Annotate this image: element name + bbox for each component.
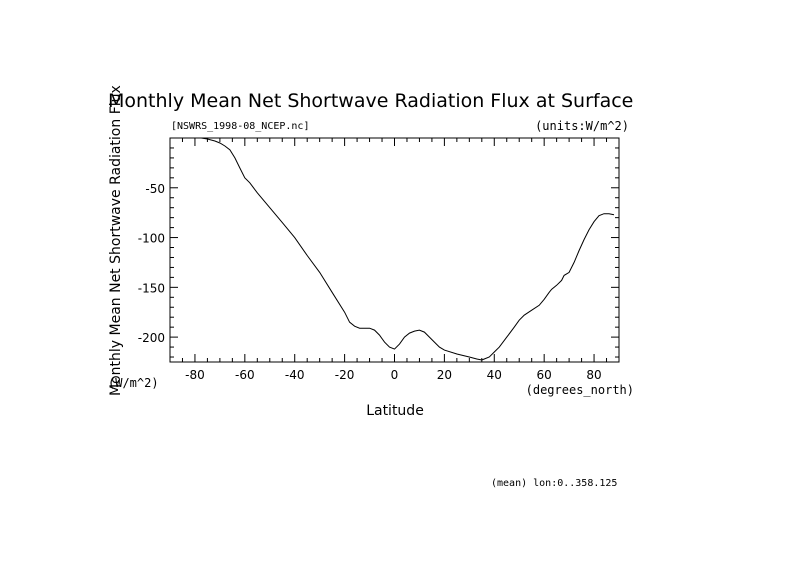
chart-title: Monthly Mean Net Shortwave Radiation Flu… xyxy=(108,90,633,112)
y-tick-label: -50 xyxy=(145,182,165,196)
x-tick-label: -20 xyxy=(335,368,355,382)
x-axis-label: Latitude xyxy=(366,403,424,419)
y-tick-label: -100 xyxy=(138,232,165,246)
x-tick-label: 20 xyxy=(437,368,452,382)
x-minor-ticks xyxy=(169,138,620,362)
plot-area-frame xyxy=(169,137,620,363)
y-tick-label: -150 xyxy=(138,281,165,295)
y-axis-ticks: -50 -100 -150 -200 xyxy=(138,182,619,345)
series-line xyxy=(201,137,615,361)
file-label: [NSWRS_1998-08_NCEP.nc] xyxy=(171,121,309,132)
y-minor-ticks xyxy=(170,147,619,358)
x-axis-units: (degrees_north) xyxy=(526,383,634,397)
x-tick-label: -60 xyxy=(235,368,255,382)
x-tick-label: 80 xyxy=(586,368,601,382)
units-label: (units:W/m^2) xyxy=(535,119,629,133)
x-axis-ticks: -80 -60 -40 -20 0 20 40 60 80 xyxy=(185,138,602,382)
y-axis-label: Monthly Mean Net Shortwave Radiation Flu… xyxy=(108,85,124,396)
x-tick-label: 60 xyxy=(537,368,552,382)
footer-note: (mean) lon:0..358.125 xyxy=(491,478,617,489)
x-tick-label: -80 xyxy=(185,368,205,382)
y-tick-label: -200 xyxy=(138,331,165,345)
x-tick-label: 40 xyxy=(487,368,502,382)
y-axis-units: (W/m^2) xyxy=(108,376,159,390)
x-tick-label: 0 xyxy=(391,368,399,382)
x-tick-label: -40 xyxy=(285,368,305,382)
